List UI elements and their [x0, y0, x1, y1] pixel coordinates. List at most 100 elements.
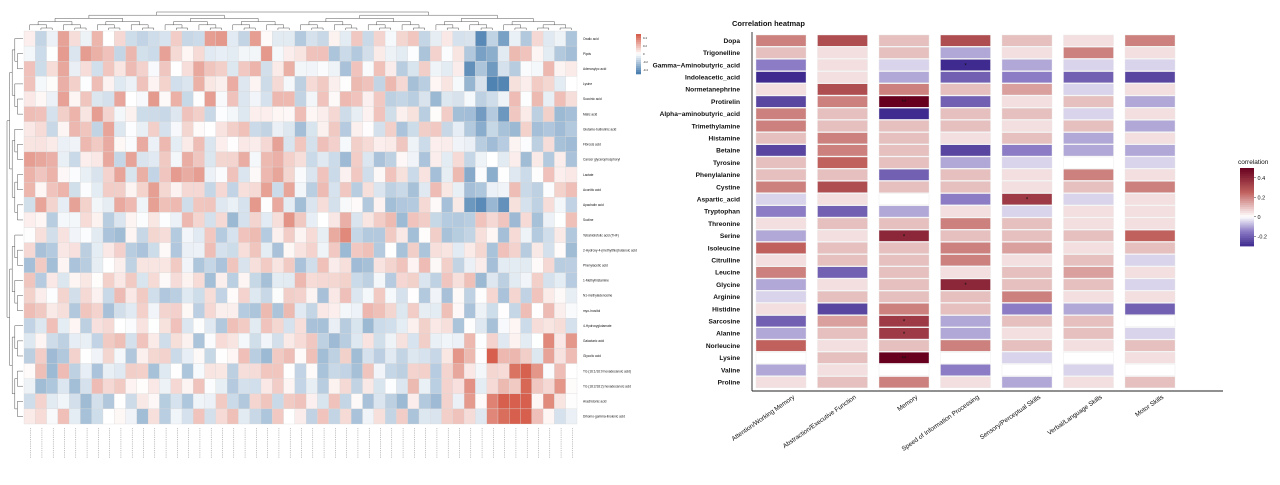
clustered-legend-step [636, 34, 641, 37]
heatmap-cell [1124, 156, 1176, 169]
clustered-heatmap-cell [260, 318, 273, 334]
clustered-heatmap-cell [147, 91, 160, 107]
clustered-heatmap-cell [159, 136, 171, 153]
clustered-heatmap-cell [351, 197, 363, 213]
clustered-heatmap-cell [339, 76, 352, 92]
clustered-heatmap-cell [362, 136, 375, 153]
clustered-heatmap-cell [351, 106, 363, 122]
legend-gradient-step [1240, 218, 1254, 222]
clustered-heatmap-cell [35, 348, 47, 364]
correlation-heatmap-panel: Correlation heatmap DopaTrigonellineGamm… [653, 19, 1269, 453]
clustered-heatmap-cell [565, 121, 578, 137]
legend-gradient-step [1240, 232, 1254, 235]
clustered-heatmap-cell [452, 227, 465, 243]
heatmap-cell [940, 315, 991, 328]
clustered-heatmap-cell [373, 91, 386, 107]
clustered-heatmap-cell [91, 318, 104, 334]
clustered-heatmap-cell [57, 378, 70, 394]
clustered-heatmap-cell [80, 363, 92, 379]
clustered-heatmap-cell [283, 212, 296, 228]
clustered-heatmap-cell [486, 408, 499, 425]
heatmap-cell [817, 327, 868, 340]
clustered-heatmap-cell [351, 212, 363, 228]
clustered-heatmap-cell [305, 106, 318, 122]
heatmap-cell [817, 47, 868, 59]
heatmap-cell [940, 303, 991, 315]
clustered-heatmap-cell [497, 30, 510, 47]
clustered-heatmap-cell [283, 45, 296, 62]
clustered-heatmap-cell [430, 76, 442, 92]
heatmap-cell [817, 352, 868, 364]
clustered-heatmap-cell [339, 151, 352, 168]
clustered-heatmap-cell [80, 166, 92, 183]
clustered-heatmap-cell [475, 151, 487, 168]
heatmap-cell [878, 315, 930, 328]
clustered-heatmap-cell [542, 333, 555, 349]
heatmap-cell [817, 193, 868, 206]
clustered-heatmap-cell [136, 393, 149, 410]
clustered-heatmap-cell [147, 182, 160, 198]
clustered-heatmap-cell [226, 227, 239, 243]
clustered-heatmap-cell [204, 287, 217, 304]
clustered-heatmap-cell [531, 227, 544, 243]
clustered-heatmap-cell [497, 106, 510, 122]
clustered-heatmap-cell [317, 197, 329, 213]
clustered-heatmap-cell [68, 363, 81, 379]
clustered-heatmap-cell [362, 45, 375, 62]
clustered-heatmap-cell [542, 257, 555, 273]
clustered-heatmap-cell [283, 30, 296, 47]
clustered-heatmap-cell [215, 136, 228, 153]
clustered-heatmap-cell [418, 333, 431, 349]
clustered-heatmap-cell [317, 166, 329, 183]
heatmap-cell [755, 193, 807, 206]
heatmap-cell [878, 107, 930, 120]
legend-gradient-step [1240, 234, 1254, 237]
clustered-heatmap-cell [226, 242, 239, 258]
heatmap-cell [1124, 364, 1176, 376]
clustered-heatmap-cell [531, 166, 544, 183]
clustered-heatmap-cell [91, 378, 104, 394]
clustered-heatmap-cell [396, 318, 408, 334]
heatmap-cell [817, 229, 868, 242]
clustered-heatmap-cell [215, 151, 228, 168]
clustered-heatmap-cell [249, 136, 262, 153]
clustered-heatmap-cell [35, 287, 47, 304]
clustered-heatmap-cell [339, 363, 352, 379]
clustered-heatmap-cell [125, 408, 138, 425]
clustered-heatmap-cell [226, 61, 239, 77]
legend-gradient-step [1240, 207, 1254, 210]
clustered-heatmap-cell [238, 348, 250, 364]
clustered-heatmap-cell [430, 30, 442, 47]
clustered-heatmap-cell [463, 272, 476, 289]
clustered-legend-step [636, 54, 641, 57]
heatmap-cell [1124, 315, 1176, 328]
clustered-heatmap-cell [147, 287, 160, 304]
clustered-heatmap-cell [430, 242, 442, 258]
clustered-heatmap-cell [317, 227, 329, 243]
clustered-heatmap-cell [418, 45, 431, 62]
clustered-heatmap-cell [542, 348, 555, 364]
heatmap-cell [940, 83, 991, 96]
heatmap-cell [817, 120, 868, 132]
clustered-heatmap-cell [441, 182, 454, 198]
clustered-heatmap-cell [305, 197, 318, 213]
clustered-heatmap-cell [260, 197, 273, 213]
clustered-heatmap-cell [294, 227, 307, 243]
clustered-heatmap-cell [351, 151, 363, 168]
clustered-heatmap-cell [305, 333, 318, 349]
clustered-heatmap-cell [531, 136, 544, 153]
clustered-heatmap-cell [384, 348, 397, 364]
heatmap-cell [940, 144, 991, 157]
clustered-heatmap-cell [497, 227, 510, 243]
clustered-heatmap-cell [226, 212, 239, 228]
clustered-heatmap-cell [102, 197, 115, 213]
clustered-row-label: 4-Hydroxyglutamate [583, 324, 612, 328]
clustered-heatmap-cell [384, 136, 397, 153]
clustered-heatmap-cell [486, 197, 499, 213]
heatmap-cell [940, 168, 991, 181]
clustered-heatmap-cell [531, 30, 544, 47]
clustered-heatmap-cell [396, 302, 408, 319]
clustered-heatmap-cell [542, 136, 555, 153]
clustered-heatmap-cell [373, 227, 386, 243]
clustered-heatmap-cell [373, 408, 386, 425]
